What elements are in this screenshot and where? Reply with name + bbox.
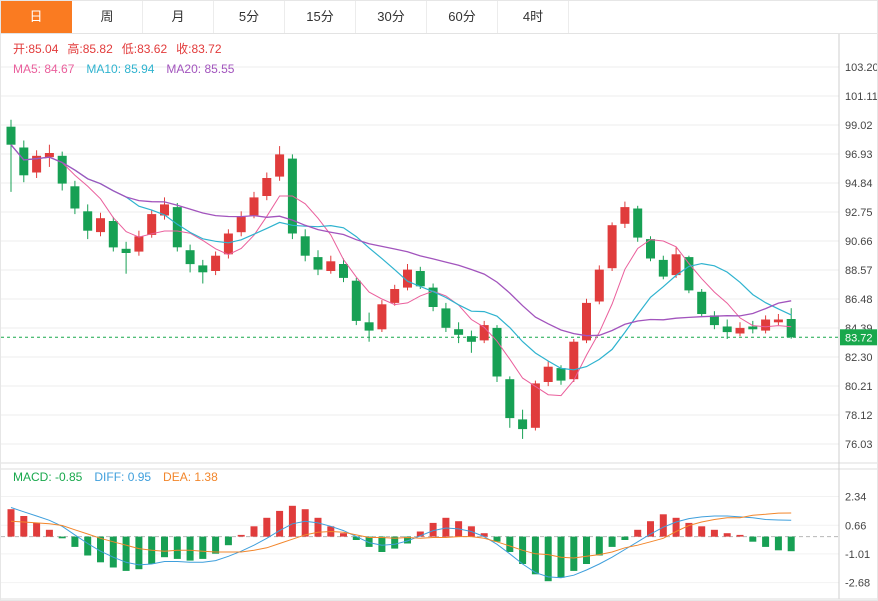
macd-legend: MACD: -0.85 DIFF: 0.95 DEA: 1.38 <box>13 470 230 484</box>
high-value: 高:85.82 <box>67 42 113 56</box>
ohlc-legend: 开:85.04 高:85.82 低:83.62 收:83.72 <box>13 40 231 57</box>
svg-text:78.12: 78.12 <box>845 410 873 422</box>
tab-5min[interactable]: 5分 <box>214 1 285 33</box>
tab-4hour[interactable]: 4时 <box>498 1 569 33</box>
dea-value: DEA: 1.38 <box>163 470 218 484</box>
svg-text:103.20: 103.20 <box>845 62 878 74</box>
svg-text:92.75: 92.75 <box>845 207 873 219</box>
svg-text:94.84: 94.84 <box>845 178 873 190</box>
svg-text:99.02: 99.02 <box>845 120 873 132</box>
main-gridlines <box>1 66 839 445</box>
tab-weekly[interactable]: 周 <box>72 1 143 33</box>
panel-borders <box>1 33 877 600</box>
tab-60min[interactable]: 60分 <box>427 1 498 33</box>
svg-text:86.48: 86.48 <box>845 294 873 306</box>
svg-text:83.72: 83.72 <box>845 332 873 344</box>
ma10-value: MA10: 85.94 <box>86 62 155 76</box>
macd-histogram <box>7 505 795 582</box>
open-value: 开:85.04 <box>13 42 59 56</box>
tab-15min[interactable]: 15分 <box>285 1 356 33</box>
candles <box>6 119 796 439</box>
ma20-value: MA20: 85.55 <box>166 62 235 76</box>
macd-value: MACD: -0.85 <box>13 470 83 484</box>
close-value: 收:83.72 <box>176 42 222 56</box>
svg-text:2.34: 2.34 <box>845 492 866 504</box>
ma5-value: MA5: 84.67 <box>13 62 75 76</box>
svg-text:76.03: 76.03 <box>845 439 873 451</box>
svg-text:-1.01: -1.01 <box>845 549 870 561</box>
ma-legend: MA5: 84.67 MA10: 85.94 MA20: 85.55 <box>13 62 246 76</box>
svg-text:80.21: 80.21 <box>845 381 873 393</box>
svg-text:101.11: 101.11 <box>845 91 878 103</box>
svg-text:-2.68: -2.68 <box>845 578 870 590</box>
svg-text:96.93: 96.93 <box>845 149 873 161</box>
svg-text:0.66: 0.66 <box>845 520 866 532</box>
price-axis-labels: 103.20 101.11 99.02 96.93 94.84 92.75 90.66 88.… <box>845 62 878 451</box>
diff-value: DIFF: 0.95 <box>94 470 152 484</box>
svg-text:90.66: 90.66 <box>845 236 873 248</box>
tab-daily[interactable]: 日 <box>1 1 72 33</box>
tab-30min[interactable]: 30分 <box>356 1 427 33</box>
tab-monthly[interactable]: 月 <box>143 1 214 33</box>
ma-lines <box>10 144 792 397</box>
macd-lines <box>10 507 792 579</box>
svg-text:88.57: 88.57 <box>845 265 873 277</box>
low-value: 低:83.62 <box>121 42 168 56</box>
timeframe-tabbar: 日 周 月 5分 15分 30分 60分 4时 <box>1 1 877 34</box>
svg-text:82.30: 82.30 <box>845 352 873 364</box>
current-price-badge: 83.72 <box>840 329 877 346</box>
macd-axis-labels: 2.34 0.66 -1.01 -2.68 <box>845 492 870 590</box>
